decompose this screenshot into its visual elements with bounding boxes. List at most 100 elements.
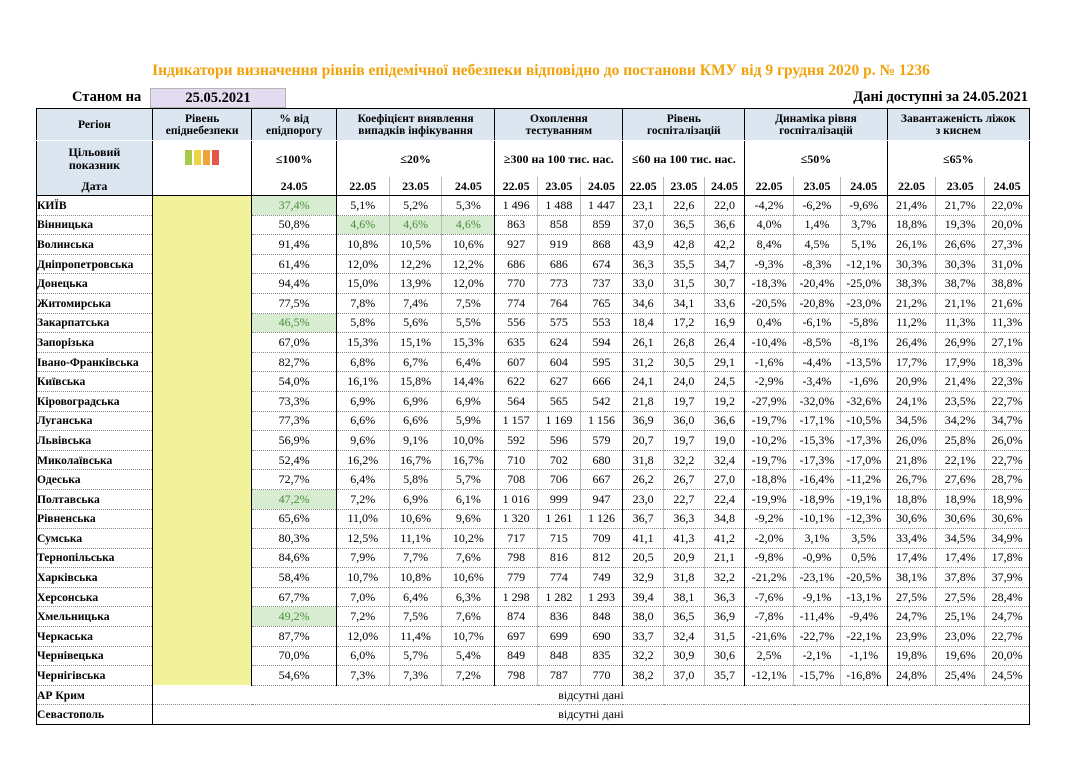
test-cell: 816	[537, 548, 581, 569]
region-name: Дніпропетровська	[36, 254, 153, 275]
beds-cell: 22,7%	[984, 626, 1030, 647]
no-data-message: відсутні дані	[151, 704, 1031, 726]
dyn-cell: -3,4%	[793, 371, 841, 392]
test-cell: 575	[537, 313, 581, 334]
test-cell: 1 293	[579, 587, 623, 608]
dyn-cell: -2,9%	[744, 371, 794, 392]
beds-cell: 21,6%	[984, 293, 1030, 314]
hosp-cell: 32,2	[703, 567, 745, 588]
hosp-cell: 39,4	[622, 587, 664, 608]
beds-cell: 24,5%	[984, 665, 1030, 686]
hosp-cell: 36,5	[663, 215, 705, 236]
dyn-cell: -7,8%	[744, 606, 794, 628]
dyn-cell: -20,5%	[744, 293, 794, 314]
hosp-cell: 41,2	[703, 528, 745, 549]
beds-cell: 21,4%	[935, 371, 985, 392]
detect-cell: 5,7%	[388, 646, 442, 667]
beds-cell: 26,0%	[984, 430, 1030, 451]
test-cell: 1 298	[494, 587, 538, 608]
date-cell: 23.05	[663, 177, 705, 196]
hosp-cell: 19,7	[663, 430, 705, 451]
test-cell: 556	[494, 313, 538, 334]
date-row: Дата 24.05 22.05 23.05 24.05 22.05 23.05…	[36, 177, 1030, 196]
test-cell: 667	[579, 469, 623, 490]
beds-cell: 24,1%	[886, 391, 936, 412]
hosp-cell: 22,0	[703, 195, 745, 216]
no-data-message: відсутні дані	[151, 685, 1031, 706]
detect-cell: 7,5%	[441, 293, 495, 314]
test-cell: 835	[579, 646, 623, 667]
dyn-cell: -10,4%	[744, 332, 794, 353]
test-cell: 774	[537, 567, 581, 588]
level-legend	[151, 140, 253, 177]
target-hospitalization: ≤60 на 100 тис. нас.	[622, 140, 746, 177]
hosp-cell: 27,0	[703, 469, 745, 490]
region-name: Івано-Франківська	[36, 352, 153, 373]
detect-cell: 6,8%	[335, 352, 390, 373]
dyn-cell: -18,8%	[744, 469, 794, 490]
detect-cell: 6,9%	[388, 489, 442, 510]
region-name: Львівська	[36, 430, 153, 451]
dyn-cell: -12,3%	[839, 509, 888, 530]
test-cell: 542	[579, 391, 623, 412]
test-cell: 553	[579, 313, 623, 334]
table-row: Рівненська 65,6% 11,0% 10,6% 9,6% 1 320 1 261 1…	[36, 509, 1030, 530]
detect-cell: 15,3%	[441, 332, 495, 353]
dyn-cell: -11,2%	[839, 469, 888, 490]
hosp-cell: 21,1	[703, 548, 745, 569]
region-name: Рівненська	[36, 509, 153, 530]
beds-cell: 22,7%	[984, 450, 1030, 471]
pct-threshold-cell: 91,4%	[251, 234, 337, 255]
level-color-swatch	[185, 150, 193, 165]
beds-cell: 17,4%	[886, 548, 936, 569]
test-cell: 798	[494, 665, 538, 686]
table-row-no-data: Севастополь відсутні дані	[36, 704, 1031, 726]
beds-cell: 25,1%	[935, 606, 985, 628]
dyn-cell: -9,2%	[744, 509, 794, 530]
beds-cell: 19,6%	[935, 646, 985, 667]
table-row: Харківська 58,4% 10,7% 10,8% 10,6% 779 774 749 3…	[36, 567, 1030, 588]
test-cell: 770	[494, 273, 538, 294]
detect-cell: 10,8%	[388, 567, 442, 588]
detect-cell: 12,0%	[335, 626, 390, 647]
beds-cell: 21,2%	[886, 293, 936, 314]
date-cell: 23.05	[537, 177, 581, 196]
hosp-cell: 38,0	[622, 606, 664, 628]
beds-cell: 26,1%	[886, 234, 936, 255]
beds-cell: 22,1%	[935, 450, 985, 471]
dyn-cell: -1,6%	[744, 352, 794, 373]
detect-cell: 6,7%	[388, 352, 442, 373]
beds-cell: 28,7%	[984, 469, 1030, 490]
beds-cell: 19,3%	[935, 215, 985, 236]
hosp-cell: 18,4	[622, 313, 664, 334]
detect-cell: 6,6%	[335, 411, 390, 432]
dyn-cell: 3,7%	[839, 215, 888, 236]
dyn-cell: -11,4%	[793, 606, 841, 628]
header-row: Регіон Рівень епіднебезпеки % від епідпоро…	[36, 108, 1031, 141]
test-cell: 607	[494, 352, 538, 373]
dyn-cell: 3,5%	[839, 528, 888, 549]
test-cell: 697	[494, 626, 538, 647]
region-name: Севастополь	[36, 704, 153, 726]
detect-cell: 6,0%	[335, 646, 390, 667]
detect-cell: 10,6%	[441, 234, 495, 255]
pct-threshold-cell: 67,7%	[251, 587, 337, 608]
detect-cell: 6,9%	[441, 391, 495, 412]
dyn-cell: -7,6%	[744, 587, 794, 608]
dyn-cell: -17,0%	[839, 450, 888, 471]
beds-cell: 18,9%	[984, 489, 1030, 510]
table-row: Вінницька 50,8% 4,6% 4,6% 4,6% 863 858 859 37,0 3…	[36, 215, 1030, 236]
hosp-cell: 41,3	[663, 528, 705, 549]
dyn-cell: -19,1%	[839, 489, 888, 510]
test-cell: 1 261	[537, 509, 581, 530]
pct-threshold-cell: 61,4%	[251, 254, 337, 275]
region-name: Тернопільська	[36, 548, 153, 569]
data-available-note: Дані доступні за 24.05.2021	[853, 89, 1028, 105]
dyn-cell: -1,1%	[839, 646, 888, 667]
detect-cell: 7,9%	[335, 548, 390, 569]
test-cell: 1 320	[494, 509, 538, 530]
beds-cell: 21,4%	[886, 195, 936, 216]
dyn-cell: -8,1%	[839, 332, 888, 353]
table-row: Чернівецька 70,0% 6,0% 5,7% 5,4% 849 848 835 32,…	[36, 646, 1030, 667]
detect-cell: 10,0%	[441, 430, 495, 451]
